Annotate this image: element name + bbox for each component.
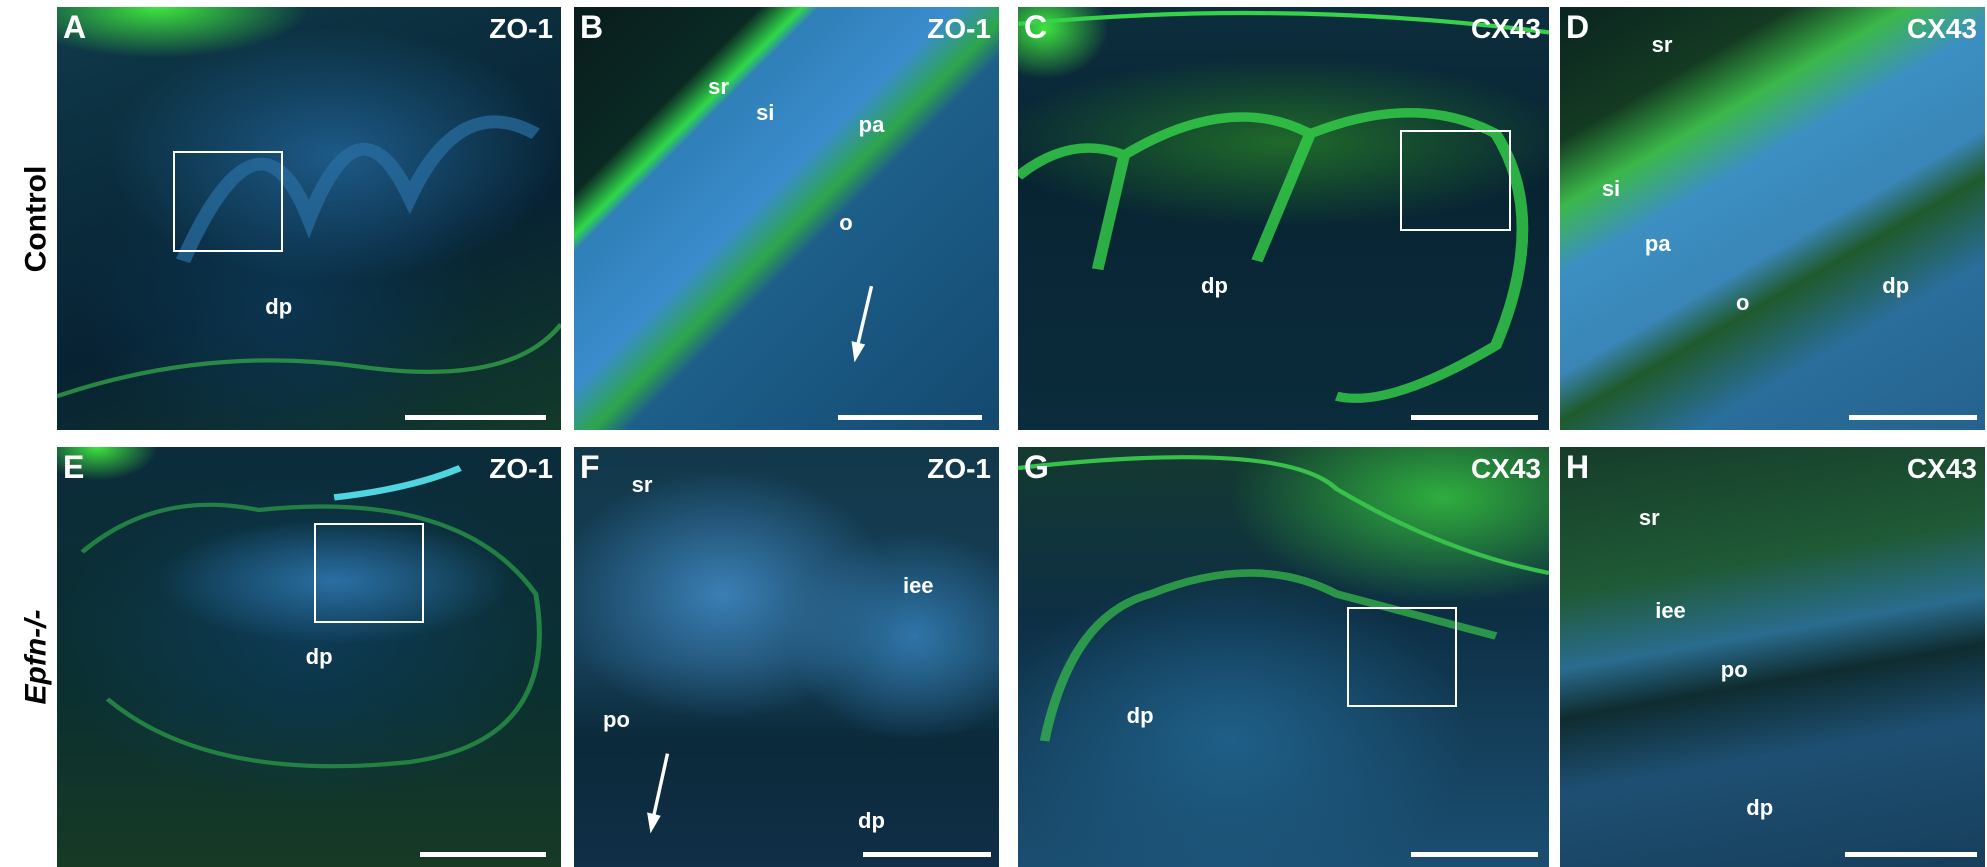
marker-label: CX43 [1906,453,1977,484]
tissue-label-pa: pa [1644,230,1671,256]
tissue-label-sr: sr [708,74,729,100]
inset-box [172,150,283,253]
scale-bar [1849,415,1977,421]
panel-f: F ZO-1 sr iee po dp [574,447,999,867]
scale-bar [863,852,991,858]
panel-letter: F [580,449,600,485]
tissue-label-iee: iee [1655,597,1686,623]
marker-label: ZO-1 [489,13,553,44]
panel-letter: A [63,9,87,45]
tissue-label-pa: pa [858,112,885,138]
panel-letter: E [63,449,85,485]
panel-letter: G [1024,449,1049,485]
tissue-label-sr: sr [631,471,653,497]
tissue-label-sr: sr [1638,505,1660,531]
tissue-label-o: o [839,209,853,235]
marker-label: CX43 [1906,13,1977,44]
scale-bar [1844,852,1977,858]
scale-bar [404,415,546,421]
tissue-label-dp: dp [1882,273,1910,299]
panel-g: G CX43 dp [1018,447,1549,867]
panel-h: H CX43 sr iee po dp [1560,447,1985,867]
panel-b: B ZO-1 sr si pa o [574,7,999,430]
tissue-label-dp: dp [1201,273,1228,299]
marker-label: ZO-1 [927,13,991,44]
tissue-label-iee: iee [902,572,934,598]
marker-label: CX43 [1470,13,1541,44]
tissue-label-po: po [1720,656,1748,682]
tissue-label-dp: dp [265,294,293,320]
tissue-label-sr: sr [1651,32,1673,58]
panel-letter: D [1566,9,1590,45]
panel-e: E ZO-1 dp [57,447,561,867]
marker-label: ZO-1 [927,453,991,484]
scale-bar [419,852,546,858]
tissue-label-o: o [1736,290,1750,316]
panel-letter: B [580,9,604,45]
tissue-label-si: si [756,99,775,125]
row-label-control: Control [19,165,53,272]
scale-bar [1410,852,1539,858]
tissue-label-dp: dp [305,644,333,669]
inset-box [1400,129,1511,231]
tissue-label-dp: dp [858,807,885,833]
row-label-epfn-knockout: Epfn-/- [19,609,52,705]
panel-c: C CX43 dp [1018,7,1549,430]
marker-label: ZO-1 [489,453,553,484]
panel-d: D CX43 sr si pa o dp [1560,7,1985,430]
panel-letter: H [1566,449,1590,485]
scale-bar [837,415,982,421]
inset-box [1347,606,1458,708]
panel-a: A ZO-1 dp [57,7,561,430]
scale-bar [1410,415,1539,421]
tissue-label-si: si [1601,175,1621,201]
tissue-label-dp: dp [1746,795,1774,821]
inset-box [314,522,424,624]
marker-label: CX43 [1470,453,1541,484]
panel-letter: C [1024,9,1048,45]
tissue-label-po: po [603,707,630,732]
tissue-label-dp: dp [1126,702,1154,728]
